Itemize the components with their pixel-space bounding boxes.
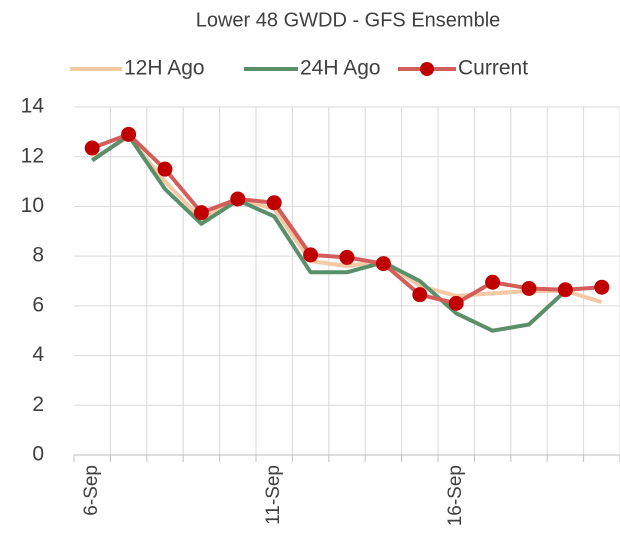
marker xyxy=(485,274,501,290)
y-tick-label: 14 xyxy=(21,95,45,118)
x-tick-label: 6-Sep xyxy=(81,465,102,516)
legend-label: 24H Ago xyxy=(300,57,381,80)
chart-title: Lower 48 GWDD - GFS Ensemble xyxy=(196,9,501,31)
y-tick-label: 8 xyxy=(32,244,44,267)
marker xyxy=(230,191,246,207)
marker xyxy=(557,282,573,298)
marker xyxy=(157,161,173,177)
marker xyxy=(375,256,391,272)
marker xyxy=(193,205,209,221)
series-line xyxy=(91,132,602,306)
marker xyxy=(303,247,319,263)
series-line xyxy=(91,133,567,333)
marker xyxy=(121,126,137,142)
legend-label: 12H Ago xyxy=(124,57,205,80)
marker xyxy=(594,279,610,295)
y-tick-label: 6 xyxy=(32,293,44,316)
x-tick-label: 16-Sep xyxy=(445,465,466,526)
legend-label: Current xyxy=(458,57,528,80)
y-tick-label: 10 xyxy=(21,194,44,217)
y-tick-label: 2 xyxy=(32,393,44,416)
marker xyxy=(266,195,282,211)
series-line xyxy=(91,134,603,305)
marker xyxy=(412,287,428,303)
legend-marker xyxy=(420,62,434,76)
x-tick-label: 11-Sep xyxy=(263,465,284,525)
y-tick-label: 12 xyxy=(21,144,44,167)
y-tick-label: 4 xyxy=(32,343,44,366)
marker xyxy=(84,140,100,156)
marker xyxy=(521,280,537,296)
y-tick-label: 0 xyxy=(32,443,44,466)
marker xyxy=(448,295,464,311)
marker xyxy=(339,249,355,265)
